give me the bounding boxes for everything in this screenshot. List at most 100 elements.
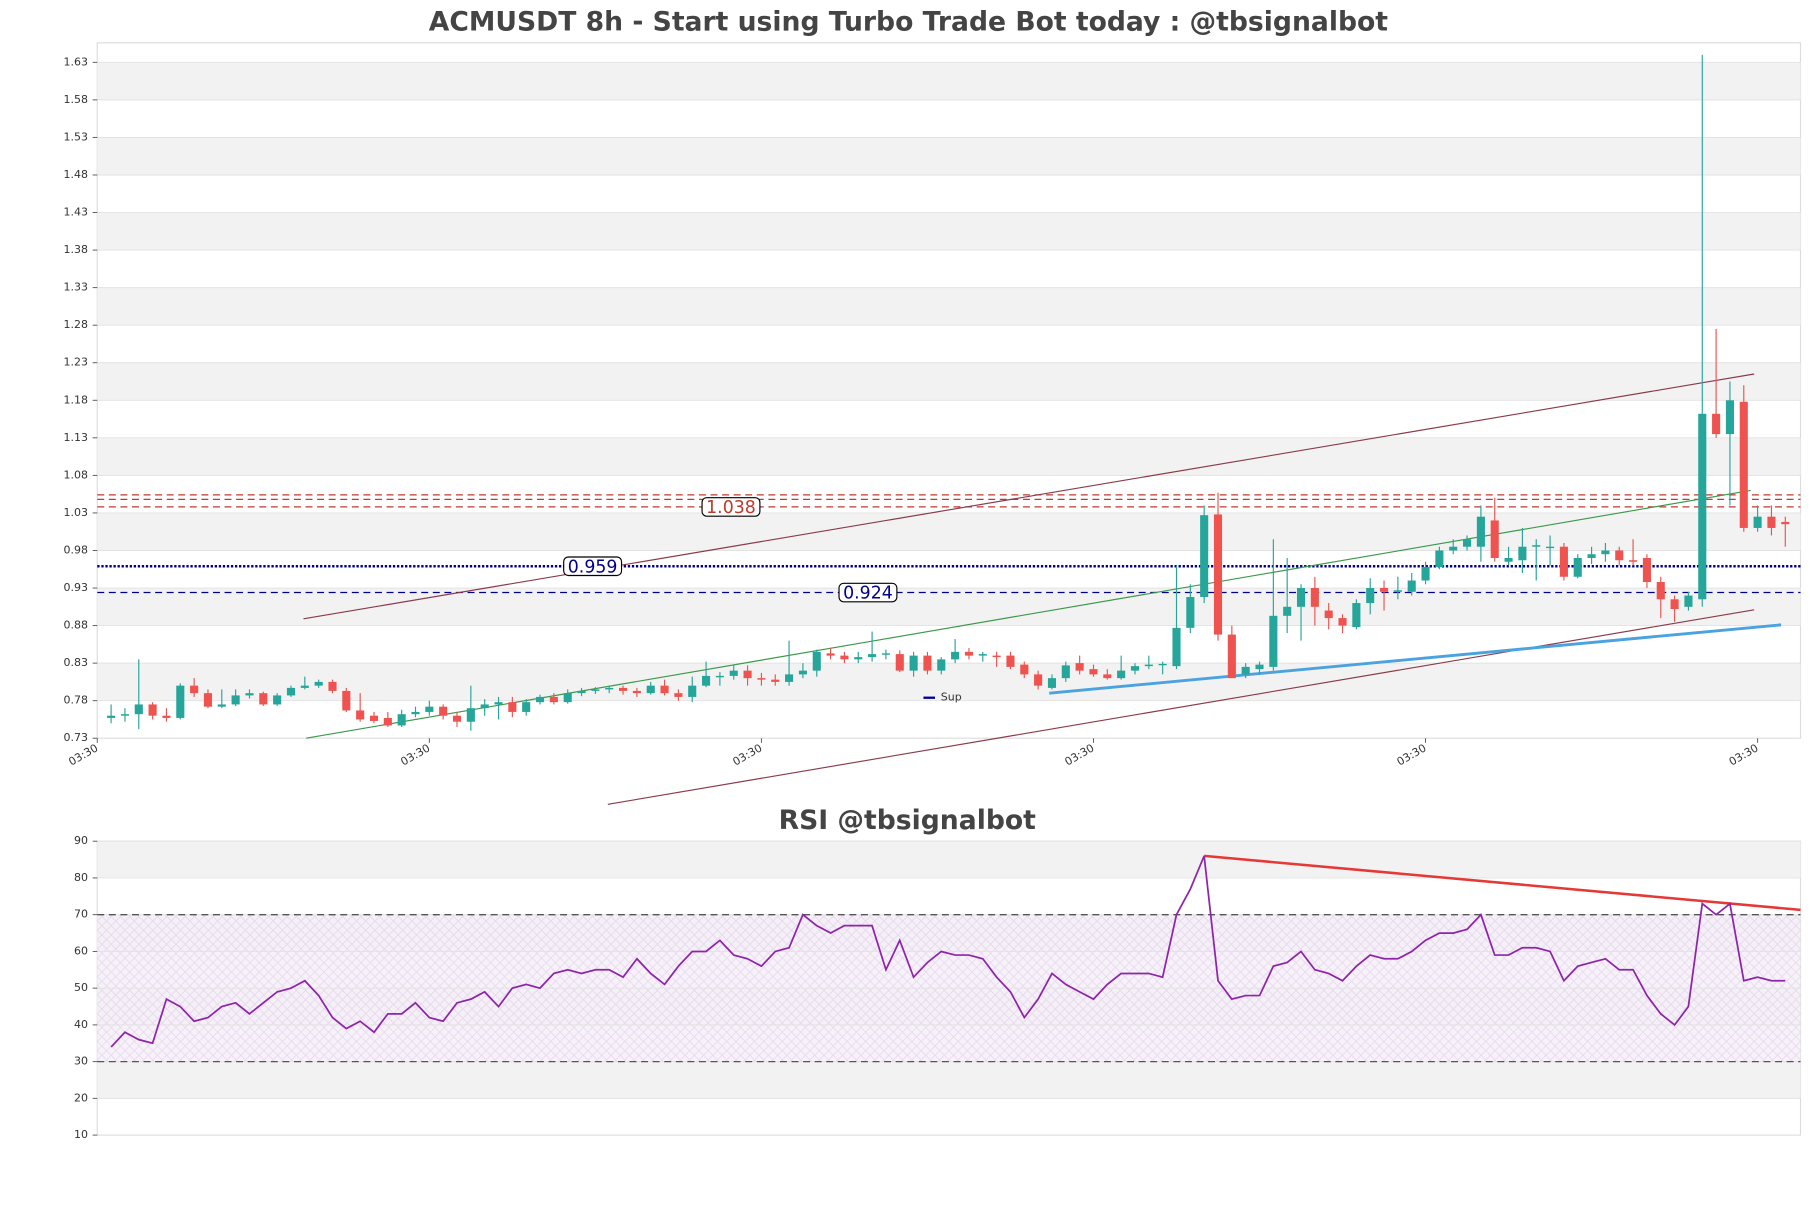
grid-band [97,362,1801,401]
candle-body [217,704,226,707]
candle-body [937,659,946,671]
candle-body [1559,546,1568,577]
candle-body [203,693,213,707]
candle-body [1656,582,1665,600]
y-tick-label: 40 [74,1018,88,1031]
candle-body [591,689,600,691]
candle-body [300,685,309,688]
y-tick-label: 1.53 [64,130,88,143]
candle-body [1186,597,1195,628]
candle-body [605,687,614,690]
candle-body [1463,539,1472,547]
trendline [607,609,1755,805]
candle-body [826,653,835,656]
candle-body [245,693,254,696]
candle-body [1117,670,1126,679]
candle-body [1490,520,1499,558]
candle-body [618,687,628,691]
candle-body [1324,610,1333,619]
candle-body [798,670,807,675]
trendline [303,373,1755,620]
grid-band [97,512,1801,551]
candle-body [1089,669,1098,675]
grid-band [97,437,1801,476]
level-label: 0.924 [843,584,893,604]
y-tick-label: 1.58 [64,93,88,106]
candle-body [1379,588,1389,592]
candle-body [785,674,794,682]
y-tick-label: 1.18 [64,393,88,406]
candle-body [1587,554,1596,558]
candle-body [286,687,296,696]
candle-body [964,651,974,656]
candle-body [535,696,545,703]
candle-body [328,681,337,691]
y-tick-label: 60 [74,944,88,957]
y-tick-label: 70 [74,908,88,921]
candle-body [577,690,586,694]
candle-body [992,655,1001,658]
y-tick-label: 0.78 [64,694,88,707]
candle-body [1047,678,1057,688]
y-tick-label: 1.13 [64,431,88,444]
candle-body [259,693,268,705]
grid-band [97,841,1801,878]
y-tick-label: 50 [74,981,88,994]
candle-body [356,710,365,720]
y-tick-label: 90 [74,834,88,847]
candle-body [1227,634,1236,679]
candle-body [1255,664,1264,670]
grid-band [97,137,1801,175]
candle-body [342,690,351,711]
candle-body [909,655,918,671]
candle-body [646,685,655,694]
candle-body [1006,655,1015,667]
candle-body [812,651,821,671]
candle-body [107,715,116,718]
y-tick-label: 1.28 [64,318,88,331]
candle-body [1241,666,1250,675]
chart-title: ACMUSDT 8h - Start using Turbo Trade Bot… [429,7,1389,38]
candle-body [1103,674,1112,679]
candle-body [314,681,323,686]
candle-body [715,675,724,678]
grid-band [97,588,1801,626]
candle-body [1144,664,1153,667]
candle-body [1642,557,1651,583]
y-tick-label: 1.03 [64,506,88,519]
candle-body [1601,550,1610,555]
candle-body [978,654,987,656]
y-tick-label: 0.98 [64,543,88,556]
candle-body [383,717,392,726]
y-tick-label: 1.63 [64,55,88,68]
candle-body [868,654,877,658]
candle-body [134,704,143,715]
candle-body [369,715,379,721]
candle-body [1504,557,1513,562]
candle-body [923,655,932,671]
level-label-box [838,582,898,603]
candle-body [660,685,669,694]
candle-body [1421,566,1430,581]
y-tick-label: 0.88 [64,619,88,632]
trendline [1204,854,1801,912]
y-tick-label: 0.93 [64,581,88,594]
candle-body [480,704,489,709]
candle-body [1407,580,1416,592]
level-label: 1.038 [706,498,756,518]
y-tick-label: 1.48 [64,168,88,181]
candle-body [1725,400,1734,435]
candle-body [549,696,558,703]
candle-body [1213,514,1223,635]
candle-body [1518,546,1527,561]
candle-body [1546,546,1555,549]
candle-body [452,715,462,722]
candle-body [1615,550,1624,561]
grid-band [97,663,1801,701]
level-label-box [563,556,623,577]
candle-body [1366,588,1375,604]
grid-band [97,287,1801,326]
y-tick-label: 1.33 [64,281,88,294]
candle-body [895,654,904,671]
